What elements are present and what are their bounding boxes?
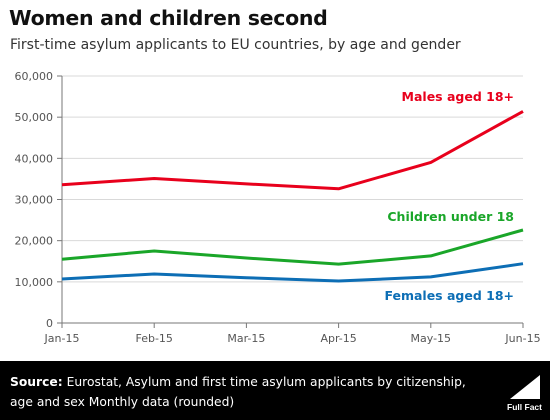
source-label: Source:	[10, 375, 63, 389]
series-lines	[61, 110, 524, 283]
x-tick-label: May-15	[411, 332, 452, 345]
x-tick-label: Feb-15	[135, 332, 172, 345]
logo-mark-icon	[510, 375, 540, 399]
x-tick-label: Mar-15	[227, 332, 265, 345]
source-footer: Source: Eurostat, Asylum and first time …	[0, 361, 550, 420]
y-tick-label: 0	[46, 317, 53, 330]
series-label: Males aged 18+	[402, 89, 514, 104]
line-chart: 0 10,000 20,000 30,000 40,000 50,000 60,000 Jan…	[15, 70, 541, 345]
full-fact-logo: Full Fact	[496, 371, 542, 415]
x-tick-label: Jun-15	[504, 332, 540, 345]
series-line	[61, 110, 524, 191]
series-line	[61, 228, 524, 266]
x-tick-label: Apr-15	[320, 332, 356, 345]
chart-subtitle: First-time asylum applicants to EU count…	[10, 37, 461, 53]
y-tick-label: 50,000	[15, 111, 54, 124]
x-tick-label: Jan-15	[44, 332, 80, 345]
source-note: Source: Eurostat, Asylum and first time …	[10, 372, 480, 412]
gridlines	[62, 75, 523, 283]
series-labels: Males aged 18+ Children under 18 Females a…	[384, 89, 514, 303]
axes: 0 10,000 20,000 30,000 40,000 50,000 60,000 Jan…	[15, 70, 541, 345]
y-tick-label: 10,000	[15, 276, 54, 289]
source-text: Eurostat, Asylum and first time asylum a…	[10, 375, 466, 409]
series-line	[61, 262, 524, 283]
series-label: Children under 18	[387, 209, 514, 224]
y-tick-label: 40,000	[15, 152, 54, 165]
y-tick-label: 30,000	[15, 194, 54, 207]
y-tick-label: 20,000	[15, 235, 54, 248]
chart-title: Women and children second	[9, 6, 328, 30]
y-tick-label: 60,000	[15, 70, 54, 83]
logo-text: Full Fact	[507, 402, 542, 412]
series-label: Females aged 18+	[384, 288, 514, 303]
